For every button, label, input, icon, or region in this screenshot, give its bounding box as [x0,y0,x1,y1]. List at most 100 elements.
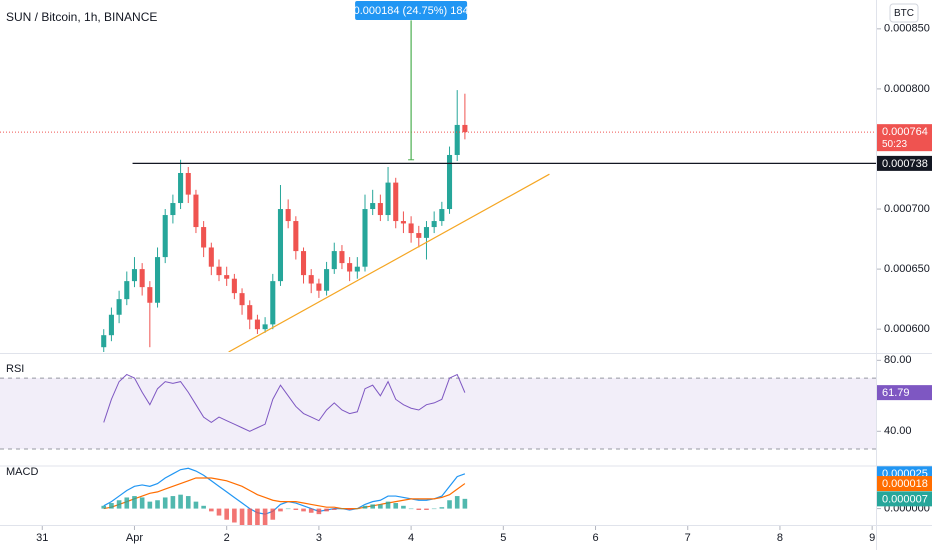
last-price: 0.000764 [882,126,928,138]
hline-price-box [877,155,932,171]
histogram-bar [116,500,122,509]
x-tick-label: 5 [500,532,506,544]
macd-value: 0.000007 [882,493,928,505]
macd-line [103,467,466,515]
macd-value-box [877,476,932,492]
candle-body [231,278,237,294]
histogram-bar [462,498,468,509]
histogram-bar [447,500,452,509]
hline-price: 0.000738 [882,158,928,170]
candle-body [331,251,337,270]
x-tick-label: 4 [408,532,414,544]
candle-body [347,263,353,272]
y-tick-label: 80.00 [884,354,912,366]
candle-body [300,251,307,276]
candle-body [201,227,207,248]
histogram-bar [255,508,260,525]
candle-body [262,324,268,330]
histogram-bar [201,505,206,509]
histogram-bar [124,497,130,509]
y-tick-label: 0.000800 [884,83,930,95]
x-tick-label: 2 [224,532,230,544]
price-pane [0,20,876,352]
pane-title: MACD [6,466,38,478]
histogram-bar [216,508,222,516]
macd-pane [101,467,468,525]
histogram-bar [362,505,368,509]
candle-body [370,203,376,210]
candle-body [139,269,145,288]
candle-body [362,209,368,267]
rsi-value-box [877,385,932,401]
histogram-bar [385,501,391,509]
candle-body [254,319,260,330]
x-tick-label: 8 [777,532,783,544]
candle-body [101,335,107,348]
candle-body [247,305,253,320]
x-tick-label: 7 [685,532,691,544]
histogram-bar [262,508,268,525]
candle-body [316,283,322,291]
x-tick-label: 6 [592,532,598,544]
histogram-bar [339,508,345,510]
histogram-bar [401,505,406,509]
y-tick-label: 40.00 [884,425,912,437]
histogram-bar [431,508,437,510]
histogram-bar [416,508,422,510]
histogram-bar [308,508,314,513]
candle-body [354,266,360,272]
candle-body [277,209,284,282]
trend-line [228,173,550,352]
histogram-bar [278,508,283,512]
candle-body [185,172,191,195]
candle-body [285,209,291,222]
histogram-bar [162,497,168,509]
candle-body [108,314,114,336]
rsi-value: 61.79 [882,387,910,399]
candle-body [224,275,230,279]
candle-body [124,281,130,300]
candle-body [462,124,468,133]
x-tick-label: 9 [869,532,875,544]
histogram-bar [378,504,383,509]
candle-body [400,221,406,224]
histogram-bar [316,508,322,515]
currency-button[interactable] [889,3,919,23]
x-tick-label: Apr [126,532,143,544]
candle-body [178,172,184,204]
candle-body [147,287,153,303]
histogram-bar [239,508,245,525]
macd-value-box [877,491,932,507]
histogram-bar [408,508,414,510]
candle-body [216,266,222,276]
histogram-bar [293,508,299,510]
histogram-bar [424,508,429,510]
y-tick-label: 0.000850 [884,23,930,35]
candle-body [423,227,430,238]
macd-line [103,477,466,510]
histogram-bar [109,503,114,509]
histogram-bar [247,508,253,525]
candle-body [439,209,445,222]
measure-label: 0.000184 (24.75%) 184 [354,5,469,17]
last-price-box [877,124,932,152]
candle-body [239,293,245,306]
candle-body [293,221,299,252]
histogram-bar [170,496,176,509]
histogram-bar [209,508,214,512]
candle-body [308,275,314,284]
y-tick-label: 0.000700 [884,203,930,215]
currency-label: BTC [894,8,914,19]
countdown: 50:23 [882,139,907,150]
candle-body [408,223,414,234]
candle-body [208,247,214,267]
histogram-bar [155,500,160,509]
candle-body [324,269,330,291]
histogram-bar [370,504,375,509]
candle-body [162,215,168,258]
histogram-bar [178,494,183,509]
candle-body [393,182,399,222]
histogram-bar [185,496,191,509]
candle-body [170,203,176,216]
